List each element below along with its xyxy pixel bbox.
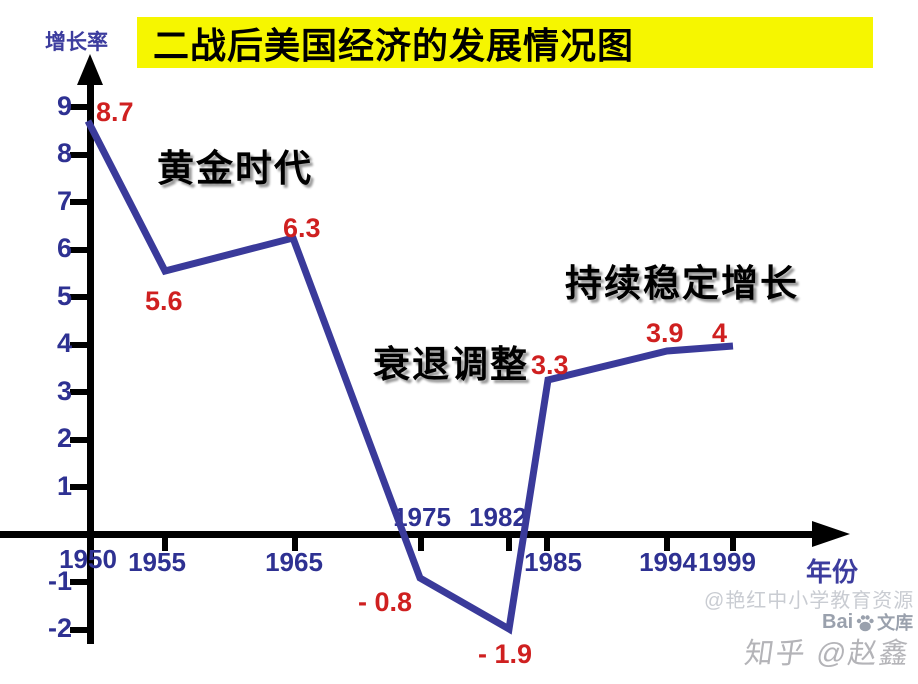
baidu-wenku-logo: Bai 文库 xyxy=(822,612,913,632)
y-tick-label-6: 6 xyxy=(56,233,72,263)
y-axis-arrowhead-icon xyxy=(77,54,103,85)
y-tick-4 xyxy=(70,342,88,348)
y-tick-1 xyxy=(70,484,88,490)
x-tick-1982 xyxy=(506,538,512,551)
y-axis-title: 增长率 xyxy=(45,31,108,54)
chart-title-box: 二战后美国经济的发展情况图 xyxy=(137,17,873,68)
baidu-paw-icon xyxy=(856,615,874,632)
data-label-1950: 8.7 xyxy=(96,97,134,127)
baidu-logo-text: Bai xyxy=(822,611,854,633)
y-axis xyxy=(87,80,94,644)
data-label-1965: 6.3 xyxy=(283,213,321,243)
data-label-1999: 4 xyxy=(712,318,728,348)
y-tick-label-4: 4 xyxy=(56,328,72,358)
annotation-golden-age: 黄金时代 xyxy=(157,146,313,190)
y-tick-label-neg1: -1 xyxy=(47,566,72,596)
y-tick-9 xyxy=(70,104,88,110)
annotation-stable-growth: 持续稳定增长 xyxy=(565,261,799,305)
y-tick-2 xyxy=(70,437,88,443)
data-label-1955: 5.6 xyxy=(145,286,183,316)
y-tick-6 xyxy=(70,247,88,253)
x-tick-label-1982: 1982 xyxy=(469,502,527,532)
y-tick-label-3: 3 xyxy=(56,376,72,406)
chart-title: 二战后美国经济的发展情况图 xyxy=(153,24,635,66)
y-tick-5 xyxy=(70,294,88,300)
watermark-zhihu: 知乎 @赵鑫 xyxy=(742,638,913,670)
data-label-1994: 3.9 xyxy=(646,318,684,348)
baidu-wenku-text: 文库 xyxy=(877,613,914,633)
y-tick-neg1 xyxy=(70,579,88,585)
x-tick-label-1985: 1985 xyxy=(524,547,582,577)
watermark-resource: @艳红中小学教育资源 xyxy=(704,590,915,612)
x-axis-title: 年份 xyxy=(806,557,859,587)
x-axis xyxy=(0,531,815,538)
x-tick-1994 xyxy=(664,538,670,551)
x-tick-label-1950: 1950 xyxy=(59,544,117,574)
y-tick-8 xyxy=(70,152,88,158)
x-tick-1955 xyxy=(162,538,168,551)
y-tick-neg2 xyxy=(70,627,88,633)
x-tick-1965 xyxy=(292,538,298,551)
x-tick-label-1994: 1994 xyxy=(639,547,697,577)
y-tick-7 xyxy=(70,199,88,205)
y-tick-label-7: 7 xyxy=(56,186,72,216)
data-label-1982: - 1.9 xyxy=(478,639,533,669)
y-tick-label-1: 1 xyxy=(56,471,72,501)
y-tick-3 xyxy=(70,389,88,395)
x-axis-arrowhead-icon xyxy=(812,521,850,547)
x-tick-label-1999: 1999 xyxy=(698,547,756,577)
x-tick-1975 xyxy=(418,538,424,551)
annotation-recession: 衰退调整 xyxy=(373,342,529,386)
x-tick-label-1955: 1955 xyxy=(128,547,186,577)
x-tick-1985 xyxy=(544,538,550,551)
y-tick-label-9: 9 xyxy=(56,91,72,121)
data-label-1975: - 0.8 xyxy=(358,587,413,617)
x-tick-label-1965: 1965 xyxy=(265,547,323,577)
data-label-1985: 3.3 xyxy=(531,350,569,380)
x-tick-1999 xyxy=(730,538,736,551)
y-tick-label-8: 8 xyxy=(56,138,72,168)
y-tick-label-5: 5 xyxy=(56,281,72,311)
y-tick-label-neg2: -2 xyxy=(47,613,72,643)
line-series xyxy=(84,119,734,635)
y-tick-label-2: 2 xyxy=(56,423,72,453)
